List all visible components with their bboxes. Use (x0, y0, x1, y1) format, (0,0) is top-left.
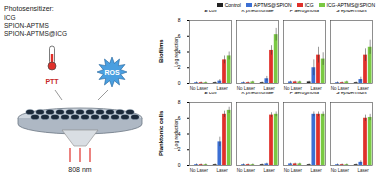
svg-text:E coli: E coli (204, 10, 217, 13)
svg-text:Laser: Laser (217, 168, 229, 173)
svg-text:No Laser: No Laser (190, 86, 209, 91)
svg-text:No Laser: No Laser (331, 168, 350, 173)
svg-text:No Laser: No Laser (237, 168, 256, 173)
svg-text:No Laser: No Laser (237, 86, 256, 91)
svg-text:4: 4 (177, 130, 181, 137)
svg-text:Laser: Laser (358, 86, 370, 91)
svg-text:K pneumoniae: K pneumoniae (241, 10, 273, 13)
svg-text:2: 2 (177, 64, 181, 71)
svg-text:0: 0 (178, 162, 181, 168)
svg-text:4: 4 (177, 48, 181, 55)
svg-text:6: 6 (177, 114, 181, 121)
svg-text:SPION-APTMS: SPION-APTMS (4, 22, 49, 29)
svg-text:Laser: Laser (311, 168, 323, 173)
svg-text:8: 8 (178, 17, 181, 23)
svg-text:2: 2 (177, 146, 181, 153)
svg-text:K pneumoniae: K pneumoniae (241, 92, 273, 95)
svg-text:P aeruginosa: P aeruginosa (290, 92, 319, 95)
svg-text:0: 0 (178, 80, 181, 86)
html-text:Planktonic cells: Planktonic cells (158, 110, 164, 156)
svg-text:808 nm: 808 nm (68, 166, 92, 173)
svg-text:Laser: Laser (217, 86, 229, 91)
svg-text:No Laser: No Laser (284, 168, 303, 173)
html-text:Biofilms: Biofilms (158, 39, 164, 63)
svg-text:Photosensitizer:: Photosensitizer: (4, 5, 54, 12)
svg-text:Laser: Laser (264, 86, 276, 91)
svg-text:PTT: PTT (45, 78, 59, 85)
svg-text:E coli: E coli (204, 92, 217, 95)
svg-text:Log reduction: Log reduction (173, 119, 179, 150)
html-text:APTMS@SPION: APTMS@SPION (253, 2, 292, 8)
svg-text:No Laser: No Laser (190, 168, 209, 173)
svg-text:ICG: ICG (4, 14, 16, 21)
svg-text:SPION-APTMS@ICG: SPION-APTMS@ICG (4, 30, 67, 37)
html-text:ICG-APTMS@SPION: ICG-APTMS@SPION (326, 2, 375, 8)
svg-text:Laser: Laser (311, 86, 323, 91)
svg-text:No Laser: No Laser (331, 86, 350, 91)
svg-text:Log reduction: Log reduction (173, 37, 179, 68)
svg-text:Laser: Laser (358, 168, 370, 173)
html-text:ICG: ICG (304, 2, 314, 8)
svg-text:ROS: ROS (104, 69, 120, 76)
svg-text:6: 6 (177, 32, 181, 39)
svg-text:Laser: Laser (264, 168, 276, 173)
svg-text:8: 8 (178, 99, 181, 105)
svg-text:S epidermidis: S epidermidis (336, 10, 367, 13)
svg-text:P aeruginosa: P aeruginosa (290, 10, 319, 13)
svg-text:No Laser: No Laser (284, 86, 303, 91)
html-text:Control: Control (224, 2, 241, 8)
svg-text:S epidermidis: S epidermidis (336, 92, 367, 95)
